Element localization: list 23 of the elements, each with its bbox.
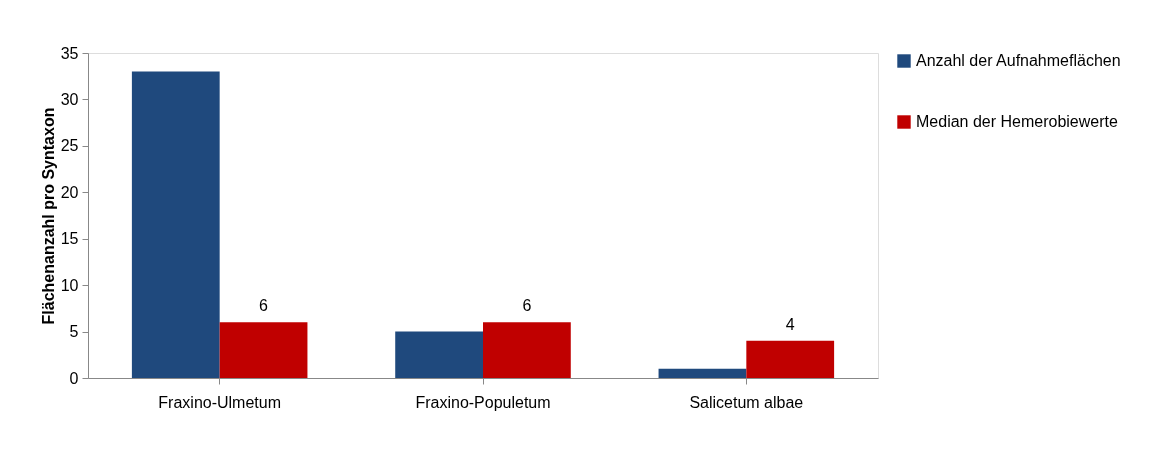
y-tick-label: 10: [60, 276, 79, 294]
data-label: 6: [259, 297, 269, 315]
y-tick-label: 30: [60, 90, 79, 108]
bar: [658, 368, 747, 378]
bar: [483, 322, 571, 378]
y-tick-label: 25: [60, 137, 79, 155]
bar: [131, 71, 220, 378]
legend-label: Anzahl der Aufnahmeflächen: [916, 52, 1121, 69]
legend-label: Median der Hemerobiewerte: [916, 113, 1118, 130]
x-tick-label: Fraxino-Ulmetum: [158, 393, 282, 411]
y-axis-title: Flächenanzahl pro Syntaxon: [39, 107, 57, 325]
bar: [746, 340, 835, 378]
data-label: 6: [522, 297, 532, 315]
bar: [395, 331, 483, 378]
x-tick-label: Salicetum albae: [689, 393, 804, 411]
y-tick-label: 15: [60, 230, 79, 248]
data-label: 4: [785, 315, 795, 333]
y-tick-label: 20: [60, 183, 79, 201]
bar: [219, 322, 308, 378]
y-tick-label: 5: [69, 323, 79, 341]
x-tick-label: Fraxino-Populetum: [415, 393, 551, 411]
y-tick-label: 35: [60, 44, 79, 62]
y-tick-label: 0: [69, 369, 79, 387]
